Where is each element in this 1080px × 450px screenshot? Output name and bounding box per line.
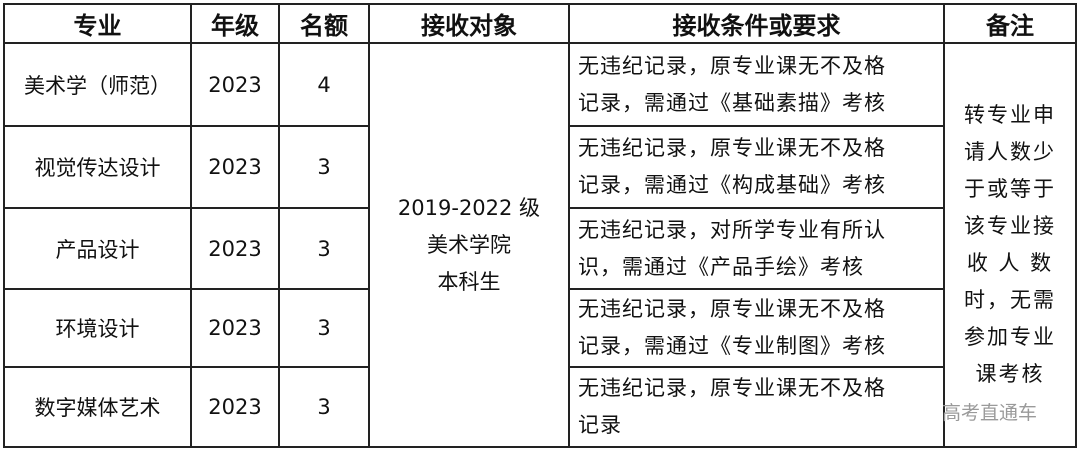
condition-line: 无违纪记录，原专业课无不及格 [578,376,886,400]
note-line: 时，无需 [964,288,1056,312]
major-cell: 视觉传达设计 [3,125,192,209]
condition-line: 记录，需通过《构成基础》考核 [578,173,886,197]
header-note: 备注 [943,3,1077,44]
watermark: 高考直通车 [942,402,1038,424]
grade-cell: 2023 [190,125,280,209]
target-cell: 2019-2022 级 美术学院 本科生 [368,42,570,448]
major-cell: 美术学（师范） [3,42,192,127]
grade-cell: 2023 [190,42,280,127]
target-line: 美术学院 [427,232,511,257]
header-major: 专业 [3,3,192,44]
table-row: 数字媒体艺术 2023 3 无违纪记录，原专业课无不及格 记录 [3,366,1076,448]
grade-cell: 2023 [190,366,280,448]
condition-line: 记录，需通过《专业制图》考核 [578,334,886,358]
condition-cell: 无违纪记录，原专业课无不及格 记录，需通过《专业制图》考核 [568,288,945,368]
condition-line: 无违纪记录，原专业课无不及格 [578,53,886,78]
note-line: 该专业接 [964,214,1056,238]
condition-line: 记录 [578,413,622,437]
major-cell: 产品设计 [3,207,192,290]
condition-line: 无违纪记录，原专业课无不及格 [578,297,886,321]
header-row: 专业 年级 名额 接收对象 接收条件或要求 备注 [3,3,1077,44]
note-line: 收 人 数 [966,251,1054,275]
condition-cell: 无违纪记录，原专业课无不及格 记录 [568,366,945,448]
note-line: 参加专业 [964,325,1056,349]
note-line: 请人数少 [964,140,1056,164]
quota-cell: 3 [278,125,370,209]
note-line: 课考核 [975,362,1045,386]
quota-cell: 3 [278,288,370,368]
condition-line: 记录，需通过《基础素描》考核 [578,90,886,115]
table-row: 视觉传达设计 2023 3 无违纪记录，原专业课无不及格 记录，需通过《构成基础》… [3,125,1076,209]
condition-line: 无违纪记录，对所学专业有所认 [578,217,886,242]
target-line: 本科生 [437,269,501,294]
grade-cell: 2023 [190,207,280,290]
table-row: 环境设计 2023 3 无违纪记录，原专业课无不及格 记录，需通过《专业制图》考核 [3,288,1076,368]
condition-cell: 无违纪记录，原专业课无不及格 记录，需通过《基础素描》考核 [568,42,945,127]
target-line: 2019-2022 级 [397,195,541,220]
note-cell: 转专业申 请人数少 于或等于 该专业接 收 人 数 时，无需 参加专业 课考核 [943,42,1077,448]
note-line: 于或等于 [964,177,1056,201]
condition-line: 无违纪记录，原专业课无不及格 [578,136,886,160]
header-quota: 名额 [278,3,370,44]
transfer-table: 专业 年级 名额 接收对象 接收条件或要求 备注 美术学（师范） 2023 4 … [3,3,1077,448]
header-condition: 接收条件或要求 [568,3,945,44]
major-cell: 环境设计 [3,288,192,368]
quota-cell: 3 [278,207,370,290]
quota-cell: 3 [278,366,370,448]
table-row: 美术学（师范） 2023 4 2019-2022 级 美术学院 本科生 无违纪记… [3,42,1077,448]
condition-cell: 无违纪记录，对所学专业有所认 识，需通过《产品手绘》考核 [568,207,945,290]
condition-line: 识，需通过《产品手绘》考核 [578,254,864,279]
quota-cell: 4 [278,42,370,127]
note-line: 转专业申 [964,103,1056,127]
condition-cell: 无违纪记录，原专业课无不及格 记录，需通过《构成基础》考核 [568,125,945,209]
grade-cell: 2023 [190,288,280,368]
header-grade: 年级 [190,3,280,44]
header-target: 接收对象 [368,3,570,44]
table-row: 产品设计 2023 3 无违纪记录，对所学专业有所认 识，需通过《产品手绘》考核 [3,207,1076,290]
major-cell: 数字媒体艺术 [3,366,192,448]
